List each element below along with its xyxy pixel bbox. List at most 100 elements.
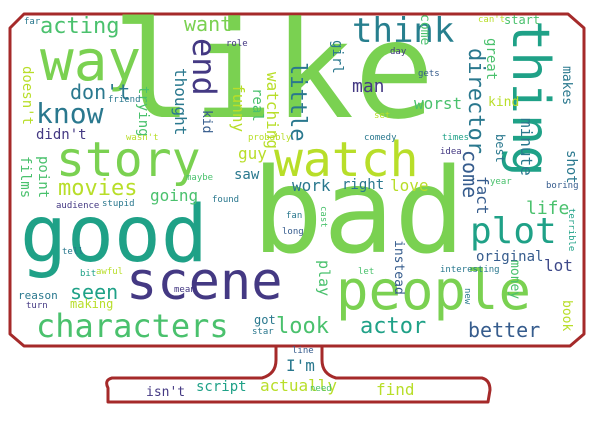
word-love: love bbox=[390, 176, 429, 195]
word-actually: actually bbox=[260, 376, 338, 395]
word-fan: fan bbox=[286, 211, 303, 221]
word-plot: plot bbox=[470, 211, 557, 252]
word-minute: minute bbox=[517, 118, 536, 176]
word-doesnt: doesn't bbox=[19, 66, 35, 126]
word-going: going bbox=[150, 186, 199, 205]
word-movies: movies bbox=[58, 176, 138, 201]
word-come-small: come bbox=[417, 14, 432, 46]
word-acting: acting bbox=[40, 14, 120, 39]
word-book: book bbox=[559, 300, 574, 332]
word-got: got bbox=[254, 313, 276, 327]
word-man: man bbox=[352, 76, 385, 97]
word-found: found bbox=[212, 195, 240, 205]
word-money: money bbox=[507, 260, 522, 300]
word-im: I'm bbox=[286, 356, 315, 375]
word-tell: tell bbox=[62, 247, 84, 257]
word-turn: turn bbox=[26, 301, 48, 311]
word-thing: thing bbox=[500, 20, 560, 177]
word-real: real bbox=[249, 88, 265, 122]
word-bad: bad bbox=[252, 142, 466, 280]
word-seen: seen bbox=[70, 280, 119, 304]
word-good: good bbox=[20, 190, 208, 280]
word-times: times bbox=[442, 133, 470, 143]
word-way: way bbox=[40, 29, 142, 94]
word-year: year bbox=[490, 177, 512, 187]
word-point: point bbox=[35, 156, 51, 199]
word-idea: idea bbox=[440, 147, 462, 157]
word-need: need bbox=[310, 384, 332, 394]
word-look: look bbox=[276, 314, 329, 339]
word-little: little bbox=[285, 62, 310, 142]
word-makes: makes bbox=[559, 66, 574, 106]
word-director: director bbox=[463, 48, 488, 154]
word-better: better bbox=[468, 318, 541, 342]
word-reason: reason bbox=[18, 289, 58, 302]
word-mean: mean bbox=[174, 285, 196, 295]
word-actor: actor bbox=[360, 314, 427, 339]
word-right: right bbox=[342, 177, 385, 193]
word-people: people bbox=[336, 259, 532, 322]
word-play: play bbox=[315, 260, 333, 297]
word-comedy: comedy bbox=[364, 133, 397, 143]
word-watching: watching bbox=[263, 72, 282, 150]
word-kind: kind bbox=[488, 95, 520, 110]
word-friend: friend bbox=[108, 95, 141, 105]
word-interesting: interesting bbox=[440, 265, 500, 275]
word-story: story bbox=[56, 132, 201, 188]
word-stupid: stupid bbox=[102, 199, 135, 209]
word-want: want bbox=[184, 12, 233, 36]
word-gets: gets bbox=[418, 69, 440, 79]
word-bit: bit bbox=[80, 269, 97, 279]
word-end: end bbox=[185, 38, 223, 96]
word-thought: thought bbox=[171, 68, 190, 136]
word-scene: scene bbox=[126, 252, 283, 312]
word-let: let bbox=[358, 267, 375, 277]
word-know: know bbox=[36, 97, 104, 130]
word-boring: boring bbox=[546, 181, 579, 191]
word-audience: audience bbox=[56, 201, 100, 211]
word-far: far bbox=[24, 17, 41, 27]
word-maybe: maybe bbox=[186, 173, 214, 183]
word-watch: watch bbox=[274, 132, 419, 188]
word-work: work bbox=[292, 176, 331, 195]
word-probably: probably bbox=[248, 133, 292, 143]
word-line: line bbox=[292, 346, 314, 356]
word-awful: awful bbox=[96, 267, 124, 277]
word-instead: instead bbox=[391, 240, 406, 295]
word-great: great bbox=[483, 38, 499, 81]
word-role: role bbox=[226, 39, 248, 49]
screen-frame bbox=[8, 12, 586, 404]
word-life: life bbox=[526, 198, 570, 219]
word-cast: cast bbox=[318, 206, 328, 228]
word-think: think bbox=[352, 11, 455, 51]
word-kid: kid bbox=[199, 110, 214, 134]
word-lot: lot bbox=[544, 256, 573, 275]
word-script: script bbox=[196, 379, 247, 395]
word-making: making bbox=[70, 297, 114, 311]
word-worst: worst bbox=[414, 94, 463, 113]
word-set: set bbox=[374, 111, 391, 121]
word-saw: saw bbox=[234, 167, 260, 183]
word-original: original bbox=[476, 249, 544, 265]
word-like: like bbox=[112, 0, 435, 149]
word-best: best bbox=[493, 134, 507, 163]
word-terrible: terrible bbox=[566, 208, 576, 252]
word-guy: guy bbox=[238, 144, 267, 163]
word-funny: funny bbox=[229, 84, 248, 133]
word-trying: trying bbox=[135, 86, 151, 137]
word-isnt: isn't bbox=[146, 385, 186, 400]
word-come: come bbox=[458, 150, 482, 199]
word-cant: can't bbox=[478, 15, 506, 25]
word-characters: characters bbox=[36, 307, 229, 345]
word-day: day bbox=[390, 47, 407, 57]
word-long: long bbox=[282, 227, 304, 237]
word-didnt: didn't bbox=[36, 127, 87, 143]
word-shot: shot bbox=[563, 150, 579, 184]
word-dont: don't bbox=[70, 80, 131, 104]
word-fact: fact bbox=[473, 176, 492, 215]
word-start: start bbox=[504, 13, 541, 27]
word-girl: girl bbox=[329, 40, 345, 74]
word-wasnt: wasn't bbox=[126, 133, 159, 143]
